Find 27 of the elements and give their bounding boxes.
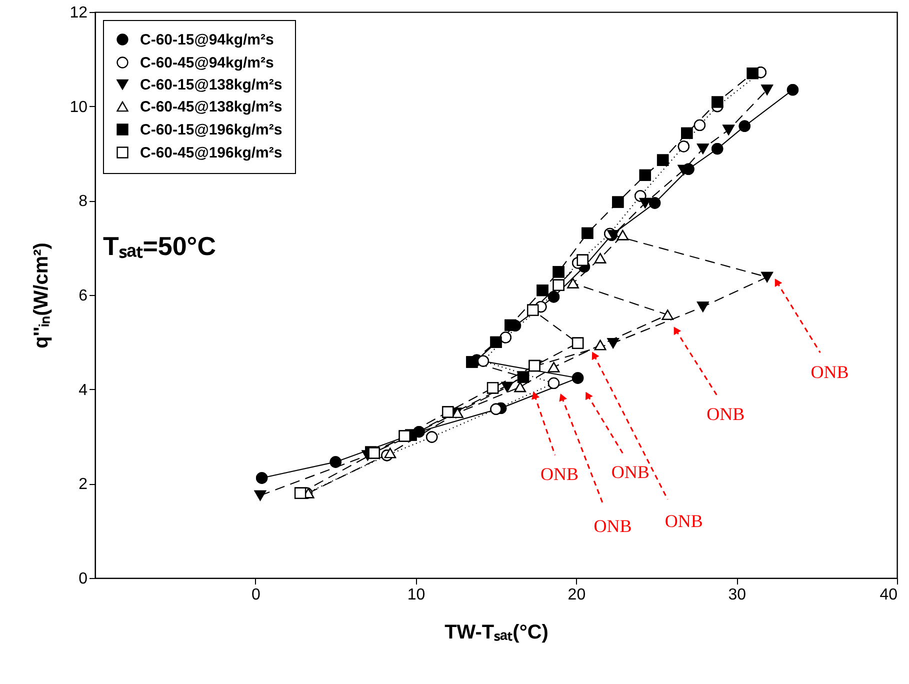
x-tick-label: 0	[251, 586, 260, 604]
legend-label: C-60-15@196kg/m²s	[140, 122, 282, 138]
annotation: Tₛₐₜ=50°C	[103, 231, 216, 261]
legend-label: C-60-45@196kg/m²s	[140, 144, 282, 162]
y-axis-title: q''ᵢₙ(W/cm²)	[30, 242, 53, 348]
annotation: ONB	[611, 462, 650, 482]
y-tick-label: 12	[70, 4, 88, 22]
x-tick-label: 30	[728, 586, 746, 604]
annotation: ONB	[594, 516, 632, 536]
x-axis-title: TW-Tₛₐₜ(°C)	[444, 622, 548, 644]
legend-label: C-60-15@138kg/m²s	[140, 76, 282, 94]
annotation: ONB	[706, 404, 745, 424]
y-tick-label: 6	[78, 288, 88, 304]
annotation: ONB	[540, 464, 579, 484]
legend-label: C-60-45@94kg/m²s	[140, 54, 274, 72]
legend-label: C-60-45@138kg/m²s	[140, 98, 282, 116]
y-tick-label: 8	[78, 193, 88, 210]
y-tick-label: 0	[78, 570, 88, 588]
y-tick-label: 2	[78, 476, 88, 494]
x-tick-label: 20	[568, 586, 586, 604]
annotation: ONB	[664, 510, 703, 531]
legend-label: C-60-15@94kg/m²s	[140, 32, 274, 48]
y-tick-label: 4	[78, 382, 88, 399]
annotation: ONB	[810, 362, 849, 382]
x-tick-label: 10	[407, 586, 426, 604]
x-tick-label: 40	[880, 586, 898, 604]
y-tick-label: 10	[70, 98, 88, 116]
